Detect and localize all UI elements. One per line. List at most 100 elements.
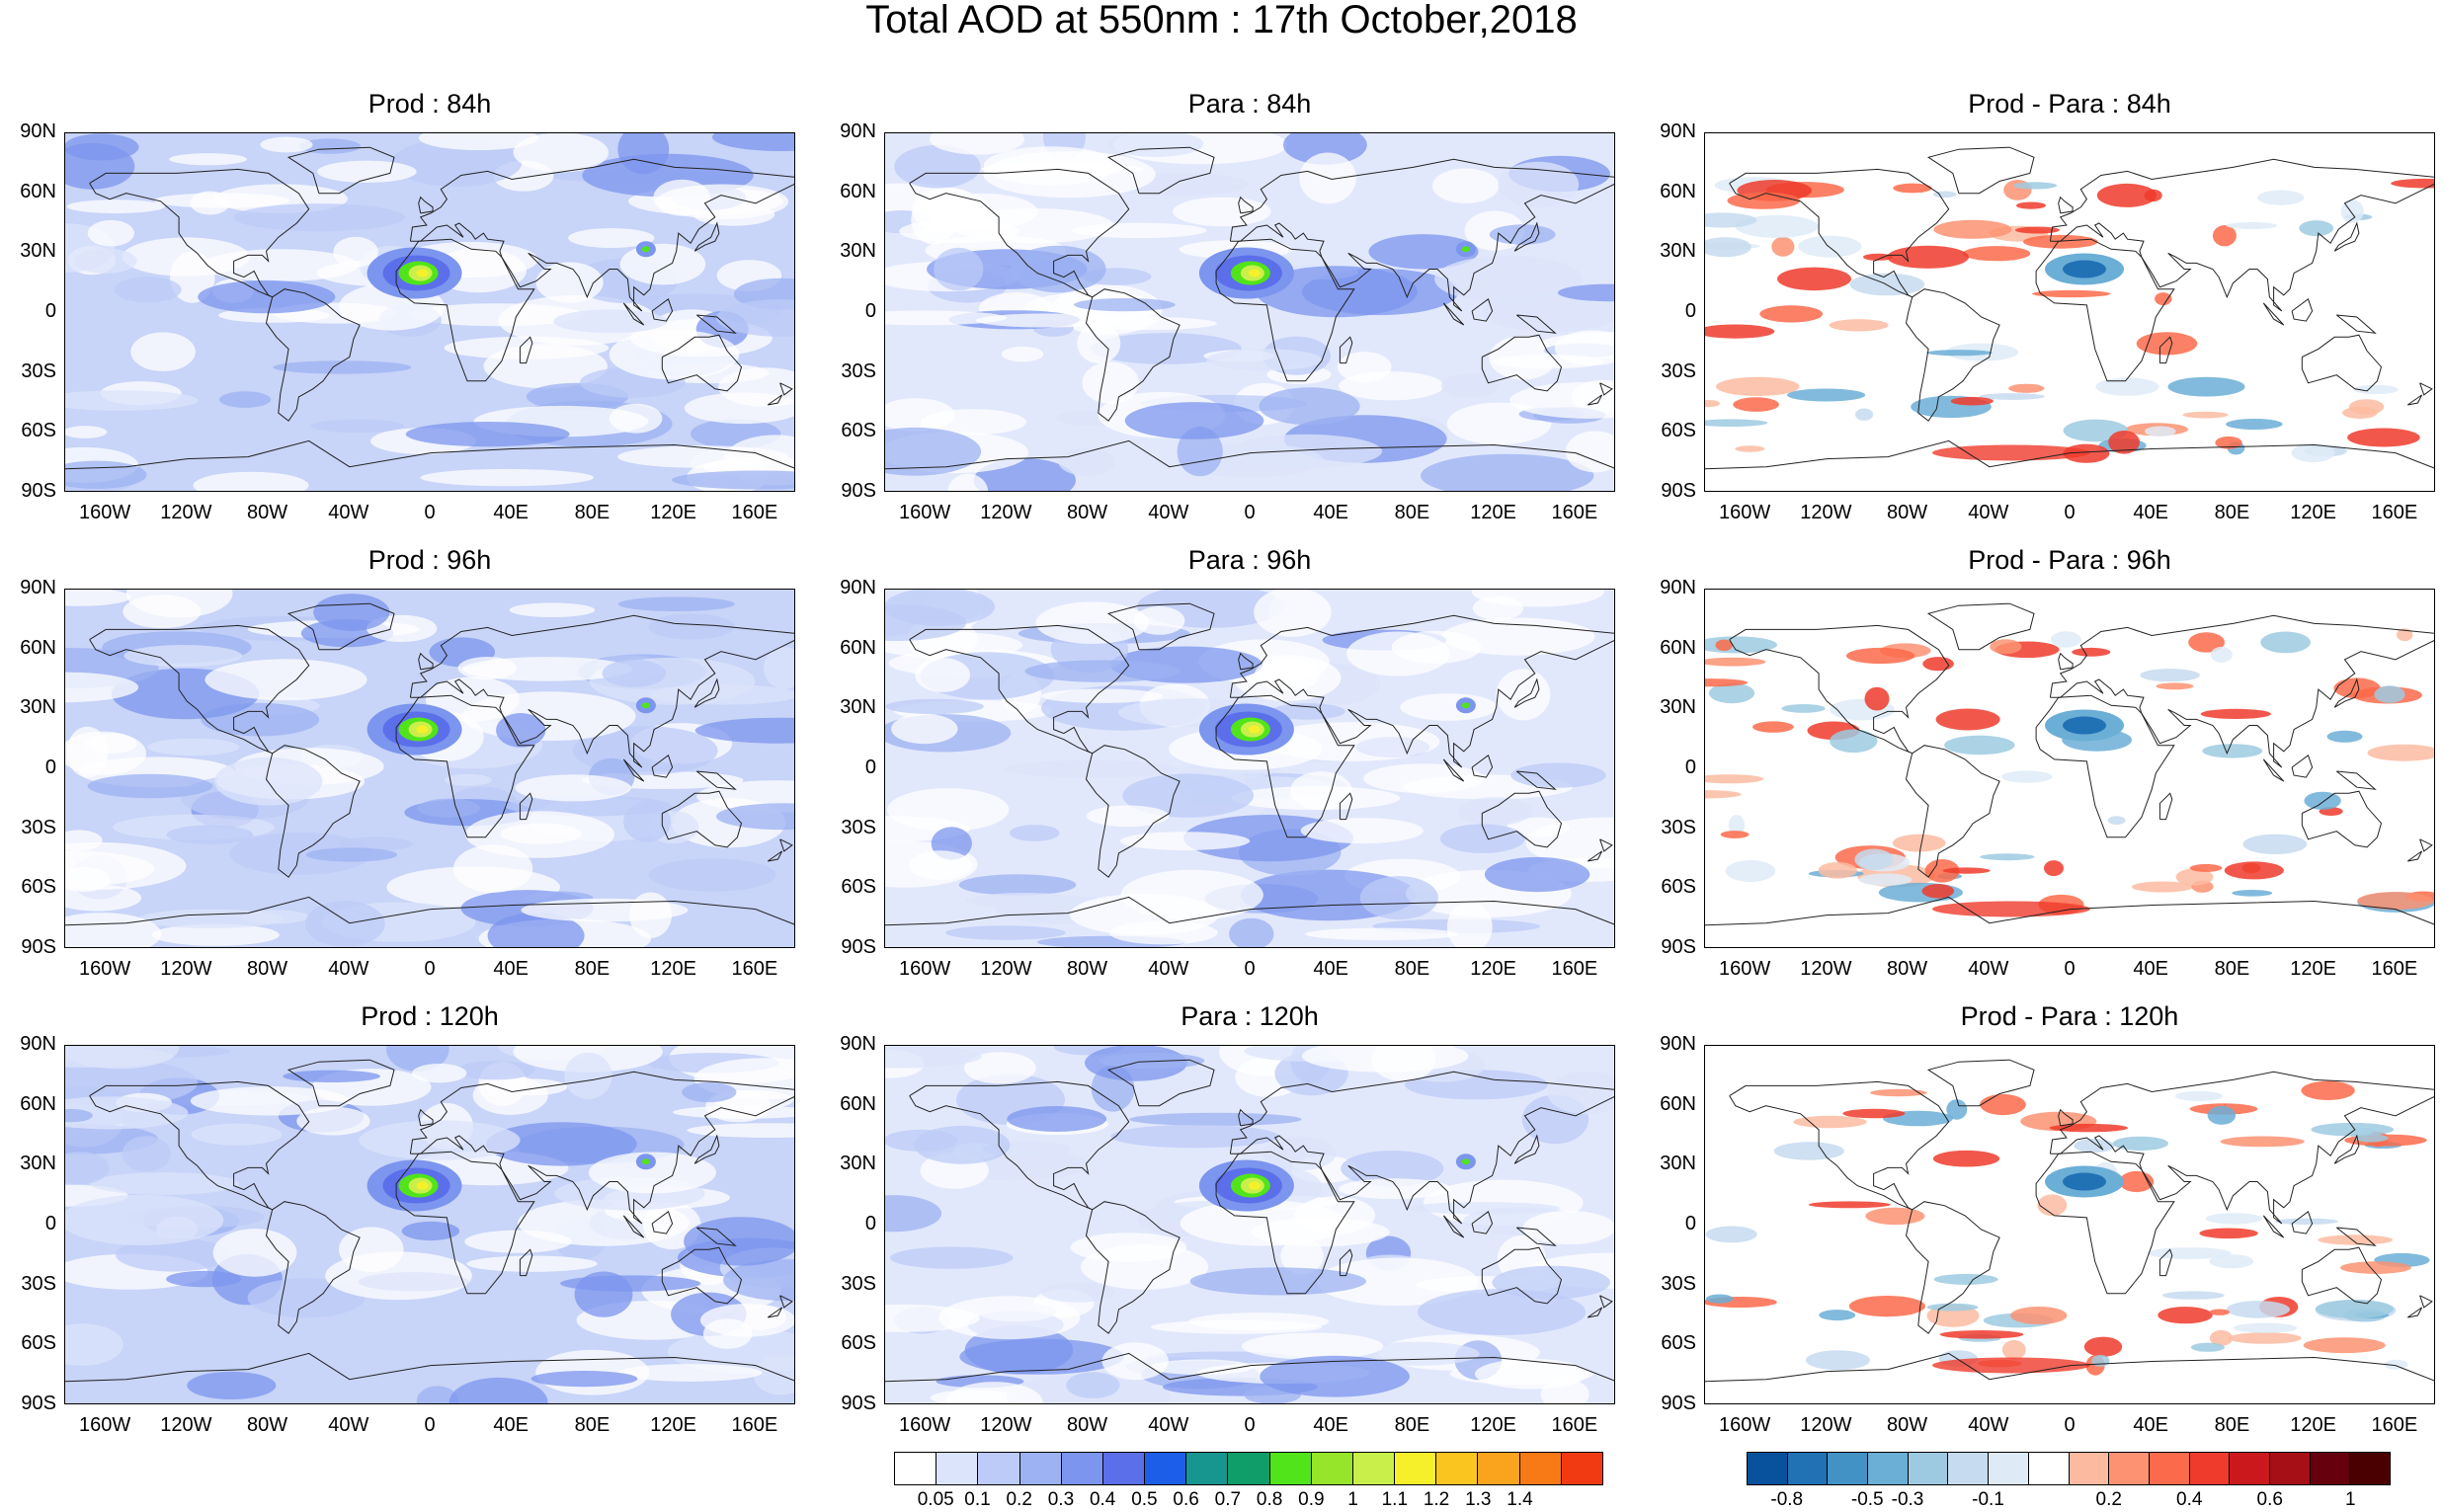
aod-contour-blob [1231, 786, 1401, 811]
aod-contour-blob [313, 594, 390, 631]
longitude-label: 120E [1470, 1414, 1517, 1436]
aod-contour-blob [418, 133, 539, 151]
aod-contour-blob [65, 133, 139, 161]
aod-contour-blob [138, 909, 284, 928]
difference-blob [1893, 183, 1932, 194]
colorbar-label: -0.5 [1850, 1489, 1884, 1510]
aod-contour-blob [122, 1136, 171, 1172]
aod-contour-blob [359, 1120, 521, 1160]
aod-contour-blob [73, 248, 137, 274]
aod-contour-blob [1262, 1136, 1337, 1171]
coastline [2262, 302, 2285, 326]
difference-blob [2107, 816, 2126, 826]
coastline [2419, 1295, 2433, 1309]
latitude-label: 30S [841, 816, 876, 838]
coastline [1587, 394, 1603, 406]
difference-blob [1715, 639, 1733, 651]
aod-contour-blob [204, 659, 367, 701]
aod-contour-blob [1081, 1244, 1209, 1290]
coastline [695, 1227, 737, 1246]
coastline [909, 1080, 1130, 1211]
difference-hotspot [1932, 1357, 2090, 1374]
latitude-label: 30N [1660, 1153, 1696, 1175]
latitude-label: 0 [864, 756, 876, 778]
latitude-label: 90S [21, 1393, 56, 1414]
difference-blob [2227, 1301, 2290, 1318]
difference-blob [1887, 245, 1969, 269]
aod-contour-blob [283, 1070, 380, 1082]
aod-contour-blob [466, 1255, 598, 1272]
difference-blob [2242, 834, 2308, 854]
longitude-label: 40E [1313, 958, 1349, 980]
coastline [409, 614, 794, 768]
difference-blob [1939, 1330, 2024, 1339]
coastline [1215, 694, 1355, 838]
aod-contour-blob [151, 923, 280, 946]
aod-contour-blob [958, 874, 1077, 896]
aod-contour-blob [166, 825, 253, 844]
aod-contour-blob [763, 647, 794, 689]
aod-contour-blob [325, 1251, 472, 1301]
coastline [1926, 146, 2035, 195]
aod-contour-blob [947, 473, 989, 491]
aod-contour-blob [1120, 832, 1251, 850]
aod-contour-blob [914, 1125, 1011, 1164]
aod-contour-blob [509, 602, 596, 617]
colorbar-swatch [1269, 1453, 1312, 1484]
difference-blob [1808, 1201, 1891, 1209]
aod-contour-blob [618, 1364, 763, 1382]
aod-contour-blob [66, 199, 165, 213]
dust-hotspot [416, 269, 429, 278]
aod-contour-blob [1003, 759, 1179, 778]
aod-contour-blob [401, 1221, 460, 1241]
difference-blob [1793, 1115, 1867, 1129]
longitude-label: 160E [1551, 1414, 1598, 1436]
longitude-label: 0 [424, 958, 436, 980]
latitude-label: 0 [1684, 756, 1696, 778]
colorbar-label: 0.2 [2095, 1489, 2122, 1510]
aod-contour-blob [975, 313, 1117, 328]
aod-contour-blob [553, 309, 668, 334]
prod-map [64, 589, 795, 948]
aod-contour-blob [87, 773, 213, 799]
difference-blob [1705, 678, 1749, 687]
coastline [2406, 394, 2423, 406]
coastline [1442, 302, 1465, 326]
aod-contour-blob [166, 1270, 242, 1288]
coastline [519, 336, 533, 364]
difference-blob [1773, 1142, 1844, 1160]
colorbar-swatch [2230, 1453, 2270, 1484]
dust-hotspot [1248, 269, 1261, 278]
colorbar-label: 0.6 [1173, 1489, 1199, 1510]
aod-contour-blob [684, 392, 794, 425]
colorbar-swatch [936, 1453, 979, 1484]
aod-contour-blob [535, 262, 604, 303]
difference-blob [2156, 682, 2194, 690]
coastline [1905, 288, 2000, 422]
longitude-label: 80W [1886, 958, 1928, 980]
coastline [693, 221, 720, 252]
latitude-label: 30S [21, 1272, 56, 1295]
colorbar-swatch [2350, 1453, 2390, 1484]
aod-contour-blob [1341, 1151, 1444, 1187]
longitude-label: 160W [898, 502, 951, 523]
difference-blob [2167, 376, 2245, 397]
latitude-label: 90S [1661, 480, 1696, 502]
aod-colorbar [894, 1452, 1603, 1485]
dust-hotspot [416, 725, 429, 734]
difference-blob [2215, 436, 2242, 449]
aod-contour-blob [1150, 1319, 1323, 1334]
coastline [767, 850, 783, 862]
coastline [651, 1210, 674, 1234]
difference-blob [2200, 708, 2271, 719]
colorbar-label: 1.1 [1381, 1489, 1409, 1510]
difference-blob [2209, 1329, 2234, 1346]
coastline [651, 297, 674, 322]
latitude-label: 90S [841, 936, 876, 958]
aod-contour-blob [623, 801, 672, 842]
difference-blob [2145, 426, 2176, 438]
coastline [519, 792, 533, 821]
difference-blob [2199, 1228, 2258, 1239]
difference-blob [1830, 729, 1878, 754]
coastline [651, 754, 674, 778]
